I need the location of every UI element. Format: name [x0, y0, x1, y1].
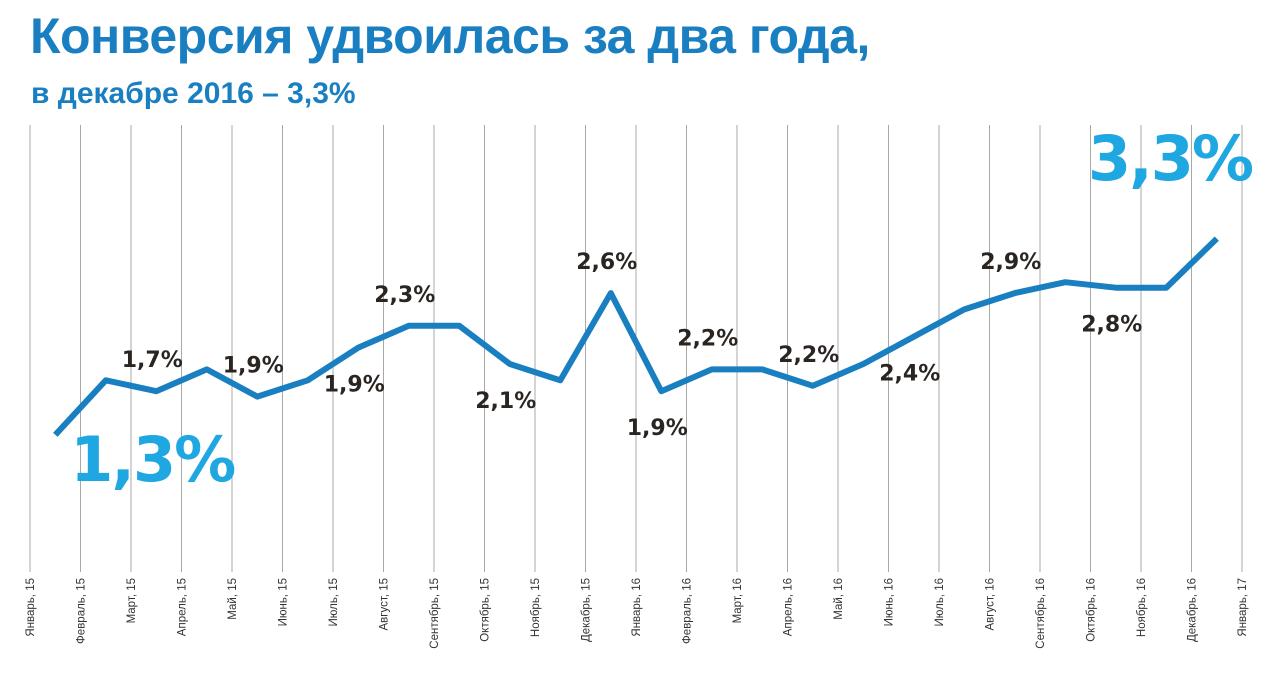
x-tick-label: Декабрь, 15	[581, 578, 593, 642]
x-tick-label: Сентябрь, 16	[1035, 578, 1047, 649]
x-tick-label: Май, 15	[227, 578, 239, 620]
series-line-path	[53, 236, 1219, 437]
x-tick-label: Август, 16	[985, 578, 997, 631]
data-label: 1,7%	[122, 348, 183, 373]
chart-subtitle: в декабре 2016 – 3,3%	[31, 77, 356, 110]
x-axis-ticks: Январь, 15 Февраль, 15 Март, 15 Апрель, 15 М…	[25, 578, 1249, 649]
x-tick-label: Октябрь, 16	[1086, 578, 1098, 642]
x-tick-label: Февраль, 15	[76, 578, 88, 644]
data-label: 2,9%	[980, 250, 1041, 275]
x-tick-label: Декабрь, 16	[1187, 578, 1199, 642]
data-label: 1,9%	[627, 416, 688, 441]
x-tick-label: Май, 16	[833, 578, 845, 620]
data-label: 1,9%	[223, 354, 284, 379]
x-tick-label: Февраль, 16	[682, 578, 694, 644]
data-label: 2,4%	[879, 362, 940, 387]
data-label: 2,6%	[576, 250, 637, 275]
data-label: 2,8%	[1081, 313, 1142, 338]
x-tick-label: Март, 15	[126, 578, 138, 623]
x-tick-label: Март, 16	[732, 578, 744, 623]
x-tick-label: Июнь, 16	[884, 578, 896, 626]
chart-title: Конверсия удвоилась за два года,	[30, 8, 870, 64]
data-label: 2,1%	[475, 389, 536, 414]
data-label: 2,2%	[677, 326, 738, 351]
x-tick-label: Июль, 16	[934, 578, 946, 627]
x-tick-label: Октябрь, 15	[480, 578, 492, 642]
x-tick-label: Август, 15	[379, 578, 391, 631]
highlight-labels: 1,3% 3,3%	[70, 122, 1255, 496]
gridlines	[29, 125, 1243, 572]
start-highlight-label: 1,3%	[70, 423, 235, 496]
x-tick-label: Ноябрь, 16	[1136, 578, 1148, 637]
x-tick-label: Июль, 15	[328, 578, 340, 627]
x-tick-label: Апрель, 16	[783, 578, 795, 636]
data-label: 1,9%	[324, 373, 385, 398]
x-tick-label: Январь, 16	[631, 578, 643, 637]
series-line	[53, 236, 1219, 437]
x-tick-label: Ноябрь, 15	[530, 578, 542, 637]
x-tick-label: Апрель, 15	[177, 578, 189, 636]
data-labels: 1,7% 1,9% 1,9% 2,3% 2,1% 2,6% 1,9% 2,2% 2,2% 2,4%…	[122, 250, 1143, 441]
data-label: 2,2%	[778, 343, 839, 368]
x-tick-label: Январь, 15	[25, 578, 37, 637]
x-tick-label: Сентябрь, 15	[429, 578, 441, 649]
data-label: 2,3%	[374, 283, 435, 308]
x-tick-label: Июнь, 15	[278, 578, 290, 626]
x-tick-label: Январь, 17	[1237, 578, 1249, 637]
end-highlight-label: 3,3%	[1088, 122, 1253, 195]
